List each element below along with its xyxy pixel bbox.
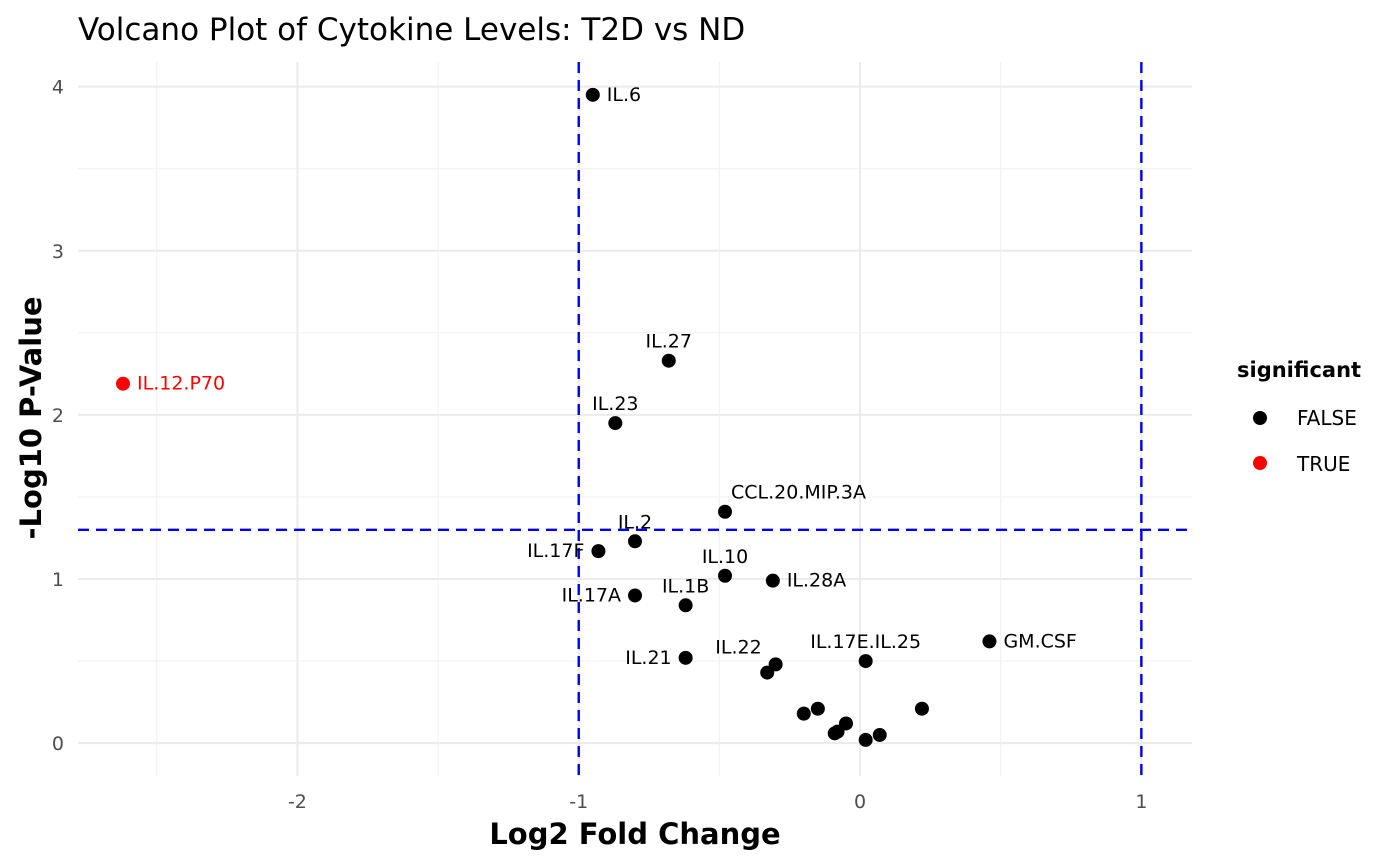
data-point bbox=[661, 353, 676, 368]
data-point bbox=[628, 534, 642, 549]
point-label: IL.17E.IL.25 bbox=[810, 631, 921, 653]
y-tick-label: 1 bbox=[52, 569, 64, 591]
x-tick-label: -1 bbox=[569, 791, 588, 813]
point-label: GM.CSF bbox=[1003, 630, 1076, 652]
data-point bbox=[858, 654, 873, 669]
data-point bbox=[760, 665, 775, 680]
legend-label-true: TRUE bbox=[1296, 452, 1350, 476]
point-label: IL.17A bbox=[562, 584, 621, 606]
legend-title: significant bbox=[1237, 358, 1361, 382]
data-point bbox=[872, 727, 887, 742]
data-point bbox=[585, 87, 600, 102]
point-label: IL.21 bbox=[625, 647, 671, 669]
data-point bbox=[678, 598, 693, 613]
point-label: IL.1B bbox=[662, 575, 709, 597]
data-point bbox=[827, 726, 842, 741]
point-label: IL.6 bbox=[607, 84, 641, 106]
x-tick-label: -2 bbox=[288, 791, 307, 813]
point-label: IL.28A bbox=[787, 570, 846, 592]
point-labels: IL.6 IL.12.P70 IL.27 IL.23 CCL.20.MIP.3A IL.2… bbox=[137, 84, 1077, 669]
data-point bbox=[765, 573, 780, 588]
chart-title: Volcano Plot of Cytokine Levels: T2D vs … bbox=[78, 12, 745, 48]
threshold-lines bbox=[78, 62, 1192, 776]
data-point bbox=[591, 544, 606, 559]
legend-key-true bbox=[1253, 456, 1267, 470]
point-label: IL.2 bbox=[618, 511, 652, 533]
legend: significant FALSE TRUE bbox=[1237, 358, 1361, 476]
grid bbox=[78, 62, 1192, 776]
data-points bbox=[116, 87, 997, 747]
data-point bbox=[858, 732, 873, 747]
data-point bbox=[718, 504, 733, 519]
y-axis-title: -Log10 P-Value bbox=[14, 296, 48, 539]
y-axis-ticks: 0 1 2 3 4 bbox=[52, 77, 64, 756]
point-label: CCL.20.MIP.3A bbox=[731, 482, 866, 504]
y-tick-label: 3 bbox=[52, 241, 64, 263]
data-point bbox=[608, 416, 623, 431]
point-label: IL.27 bbox=[646, 331, 692, 353]
legend-label-false: FALSE bbox=[1297, 406, 1357, 430]
data-point bbox=[914, 701, 929, 716]
point-label: IL.22 bbox=[715, 636, 761, 658]
x-tick-label: 0 bbox=[854, 791, 866, 813]
y-tick-label: 4 bbox=[52, 77, 64, 99]
data-point bbox=[678, 650, 693, 665]
data-point bbox=[810, 701, 825, 716]
point-label: IL.17F bbox=[527, 540, 584, 562]
point-label: IL.10 bbox=[702, 546, 748, 568]
x-tick-label: 1 bbox=[1135, 791, 1147, 813]
data-point bbox=[628, 588, 642, 603]
point-label: IL.23 bbox=[592, 393, 638, 415]
legend-key-false bbox=[1253, 411, 1267, 425]
data-point bbox=[116, 376, 131, 391]
point-label: IL.12.P70 bbox=[137, 373, 225, 395]
data-point bbox=[718, 568, 733, 583]
x-axis-title: Log2 Fold Change bbox=[489, 817, 780, 851]
data-point bbox=[796, 706, 811, 721]
data-point bbox=[982, 634, 997, 649]
x-axis-ticks: -2 -1 0 1 bbox=[288, 791, 1147, 813]
y-tick-label: 0 bbox=[52, 733, 64, 755]
y-tick-label: 2 bbox=[52, 405, 64, 427]
